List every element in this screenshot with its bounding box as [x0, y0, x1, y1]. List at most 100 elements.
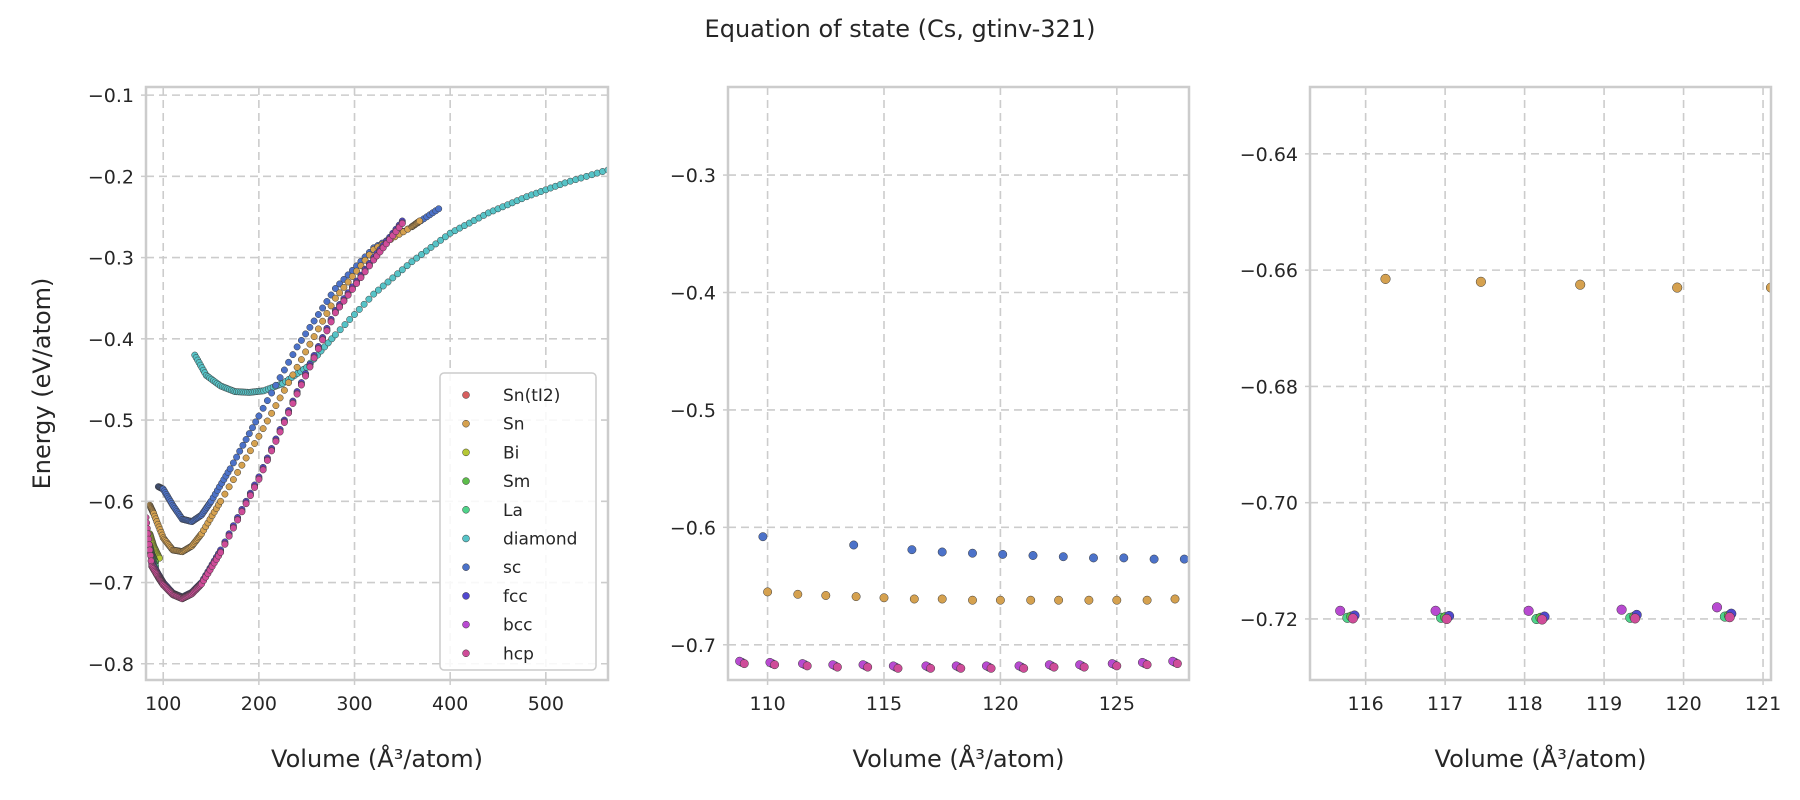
legend-marker	[462, 391, 470, 399]
data-point	[1347, 613, 1358, 624]
data-point	[297, 336, 305, 344]
data-point	[297, 356, 305, 364]
data-point	[346, 316, 354, 323]
data-point	[297, 381, 305, 389]
data-point	[398, 220, 406, 227]
data-point	[1058, 552, 1068, 562]
data-point	[319, 304, 327, 312]
data-point	[280, 386, 288, 394]
y-tick-label: −0.6	[88, 491, 134, 513]
data-point	[331, 331, 339, 339]
series-sn	[763, 587, 1180, 605]
plot-frame	[1308, 85, 1773, 682]
y-axis-label: Energy (eV/atom)	[28, 278, 56, 490]
data-point	[263, 397, 271, 405]
data-point	[1112, 661, 1122, 671]
data-point	[365, 295, 373, 303]
data-point	[408, 258, 416, 266]
data-point	[314, 311, 322, 318]
data-point	[1616, 604, 1627, 615]
data-point	[937, 547, 947, 557]
series-sn	[1380, 273, 1771, 293]
data-point	[336, 289, 344, 297]
data-point	[370, 290, 378, 298]
legend-marker	[462, 477, 470, 485]
data-point	[937, 594, 947, 604]
data-point	[1523, 605, 1534, 616]
data-point	[909, 594, 919, 604]
data-point	[344, 291, 352, 299]
data-point	[893, 663, 903, 673]
data-point	[327, 318, 335, 326]
data-point	[217, 549, 225, 556]
series-bcc	[735, 656, 1178, 671]
data-point	[437, 236, 445, 244]
data-point	[1441, 613, 1452, 625]
panel-3: 116 117 118 119 120 121 −0.72 −0.70 −0.68 −0.66 −0…	[1240, 85, 1781, 773]
grid	[728, 87, 1189, 680]
panel-1: 100 200 300 400 500 −0.8 −0.7 −0.6 −0.5 −0.4 −0.3 −…	[28, 85, 610, 773]
data-point	[293, 390, 301, 398]
y-tick-label: −0.6	[670, 517, 716, 539]
data-point	[229, 476, 237, 484]
data-point	[1084, 595, 1094, 605]
data-point	[276, 428, 284, 436]
data-point	[319, 336, 327, 344]
data-point	[221, 540, 229, 548]
data-point	[340, 297, 348, 305]
data-point	[289, 351, 297, 359]
y-tick-label: −0.4	[670, 282, 716, 304]
plot-background	[728, 87, 1189, 680]
data-point	[389, 274, 397, 282]
data-point	[1049, 662, 1059, 672]
data-point	[276, 394, 284, 402]
data-point	[926, 663, 936, 673]
legend-label: Bi	[503, 443, 519, 463]
y-tick-label: −0.3	[88, 248, 134, 270]
legend-marker	[462, 506, 470, 514]
legend-marker	[462, 448, 470, 457]
y-tick-label: −0.3	[670, 165, 716, 187]
data-point	[353, 280, 361, 287]
figure-title: Equation of state (Cs, gtinv-321)	[705, 15, 1096, 43]
data-point	[1019, 663, 1029, 673]
series-sc	[758, 532, 1189, 564]
data-point	[225, 532, 233, 540]
data-point	[435, 205, 443, 213]
x-tick-label: 115	[866, 693, 902, 715]
data-point	[418, 251, 425, 258]
y-tick-label: −0.5	[88, 410, 134, 432]
panel-2: 110 115 120 125 −0.7 −0.6 −0.5 −0.4 −0.3 Volume (…	[670, 85, 1191, 773]
legend-label: hcp	[503, 644, 534, 664]
data-point	[956, 663, 966, 673]
x-tick-label: 110	[749, 693, 785, 715]
data-point	[239, 441, 247, 449]
data-point	[331, 294, 339, 302]
data-point	[255, 475, 263, 483]
data-point	[331, 309, 339, 317]
data-point	[236, 447, 244, 455]
data-point	[986, 663, 996, 673]
legend-marker	[462, 620, 470, 629]
data-point	[770, 660, 780, 670]
data-point	[351, 311, 358, 318]
series-hcp	[1347, 612, 1735, 625]
data-point	[398, 266, 406, 274]
data-point	[302, 372, 310, 380]
legend-label: bcc	[503, 616, 532, 636]
data-point	[302, 348, 310, 356]
x-tick-label: 200	[241, 693, 277, 715]
data-point	[336, 303, 344, 311]
data-point	[793, 589, 803, 599]
legend-label: Sm	[503, 472, 530, 492]
data-point	[289, 371, 297, 379]
data-point	[968, 595, 977, 605]
data-point	[998, 549, 1008, 559]
data-point	[327, 302, 335, 310]
x-tick-label: 100	[145, 693, 181, 715]
data-point	[252, 418, 260, 426]
x-tick-label: 120	[982, 693, 1018, 715]
data-point	[1430, 605, 1441, 616]
data-point	[306, 340, 314, 348]
data-point	[348, 285, 356, 293]
